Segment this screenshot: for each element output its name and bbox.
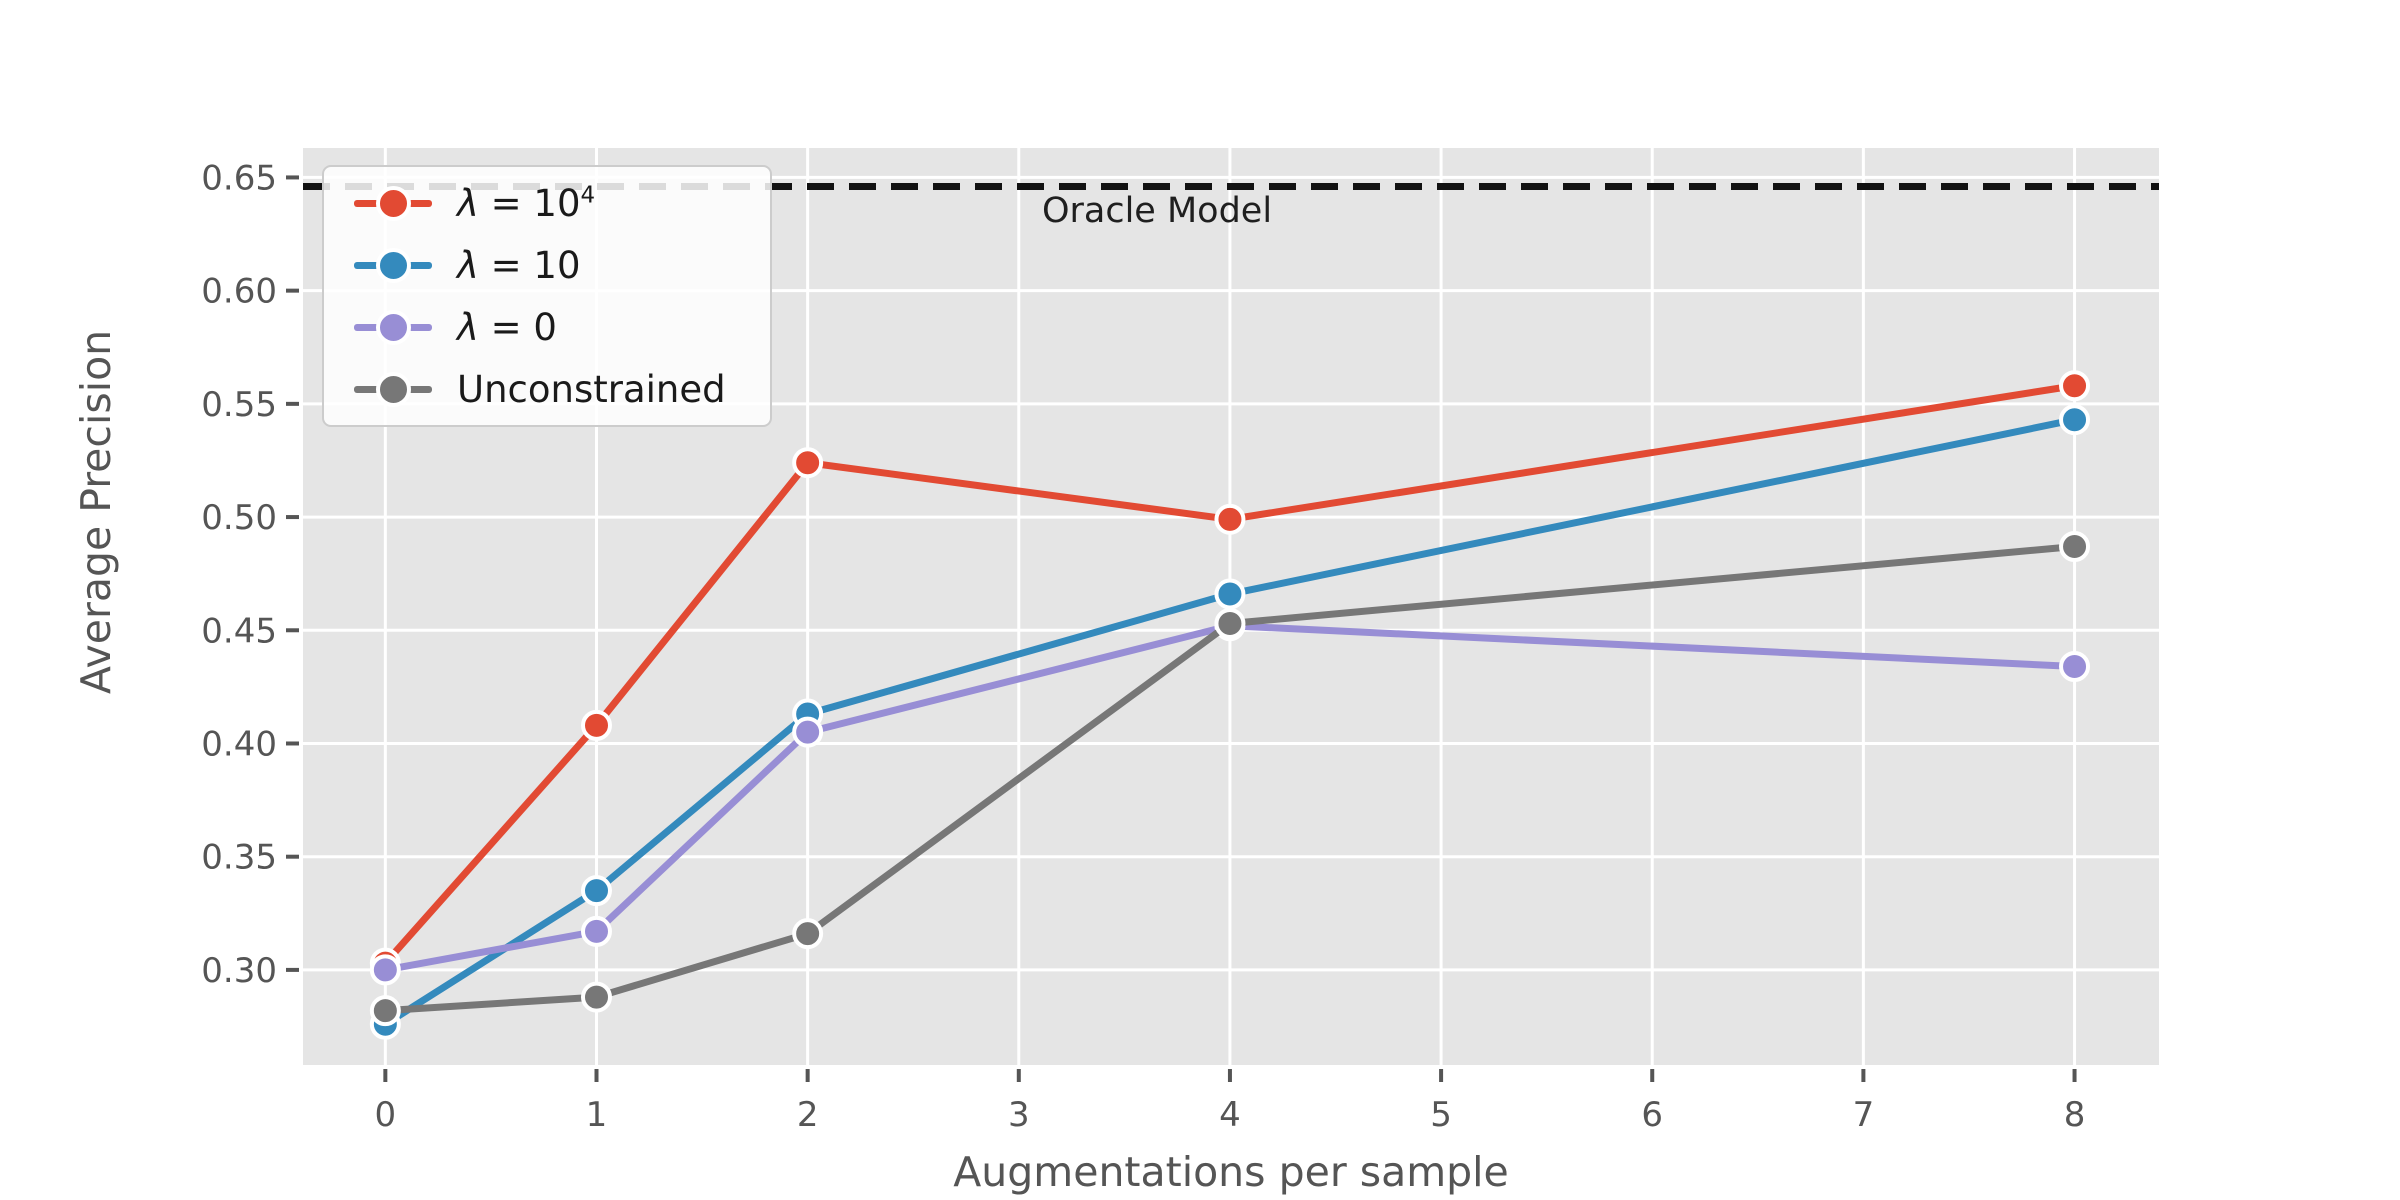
y-tick-label: 0.40: [201, 724, 277, 764]
legend-swatch-icon: [354, 307, 432, 347]
legend-marker-icon: [375, 371, 411, 407]
legend-label: λ = 104: [457, 181, 596, 225]
y-tick-label: 0.45: [201, 611, 277, 651]
data-point-lambda-10: [580, 875, 612, 907]
data-point-lambda-0: [369, 954, 401, 986]
legend-item-lambda-10: λ = 10: [324, 234, 770, 296]
y-tick-label: 0.55: [201, 385, 277, 425]
data-point-lambda-1e4: [580, 709, 612, 741]
oracle-label: Oracle Model: [1041, 191, 1273, 231]
x-tick-label: 8: [2064, 1095, 2086, 1135]
legend-marker-icon: [375, 247, 411, 283]
y-axis-label: Average Precision: [72, 329, 120, 695]
legend-item-lambda-0: λ = 0: [324, 296, 770, 358]
legend-item-unconstrained: Unconstrained: [324, 358, 770, 420]
legend-swatch-icon: [354, 245, 432, 285]
data-point-lambda-10: [1214, 578, 1246, 610]
data-point-unconstrained: [792, 918, 824, 950]
legend-label: λ = 10: [457, 243, 581, 287]
x-tick-label: 6: [1641, 1095, 1663, 1135]
data-point-lambda-0: [2059, 651, 2091, 683]
x-tick-label: 4: [1219, 1095, 1241, 1135]
data-point-lambda-1e4: [1214, 503, 1246, 535]
legend-marker-icon: [375, 185, 411, 221]
legend-label: λ = 0: [457, 305, 557, 349]
x-tick-label: 5: [1430, 1095, 1452, 1135]
data-point-unconstrained: [1214, 607, 1246, 639]
legend-marker-icon: [375, 309, 411, 345]
data-point-lambda-0: [792, 716, 824, 748]
y-tick-label: 0.65: [201, 158, 277, 198]
x-tick-label: 1: [586, 1095, 608, 1135]
x-tick-label: 2: [797, 1095, 819, 1135]
x-tick-label: 3: [1008, 1095, 1030, 1135]
x-tick-label: 0: [375, 1095, 397, 1135]
legend: λ = 104 λ = 10 λ = 0 Unconstrained: [322, 165, 772, 427]
data-point-lambda-10: [2059, 404, 2091, 436]
legend-swatch-icon: [354, 183, 432, 223]
data-point-unconstrained: [369, 995, 401, 1027]
data-point-unconstrained: [2059, 530, 2091, 562]
legend-item-lambda-1e4: λ = 104: [324, 172, 770, 234]
y-tick-label: 0.60: [201, 272, 277, 312]
data-point-unconstrained: [580, 981, 612, 1013]
legend-swatch-icon: [354, 369, 432, 409]
data-point-lambda-1e4: [792, 447, 824, 479]
x-tick-label: 7: [1853, 1095, 1875, 1135]
legend-label: Unconstrained: [457, 367, 726, 411]
x-axis-label: Augmentations per sample: [953, 1148, 1509, 1196]
data-point-lambda-0: [580, 915, 612, 947]
y-tick-label: 0.50: [201, 498, 277, 538]
y-tick-label: 0.30: [201, 951, 277, 991]
y-tick-label: 0.35: [201, 838, 277, 878]
data-point-lambda-1e4: [2059, 370, 2091, 402]
